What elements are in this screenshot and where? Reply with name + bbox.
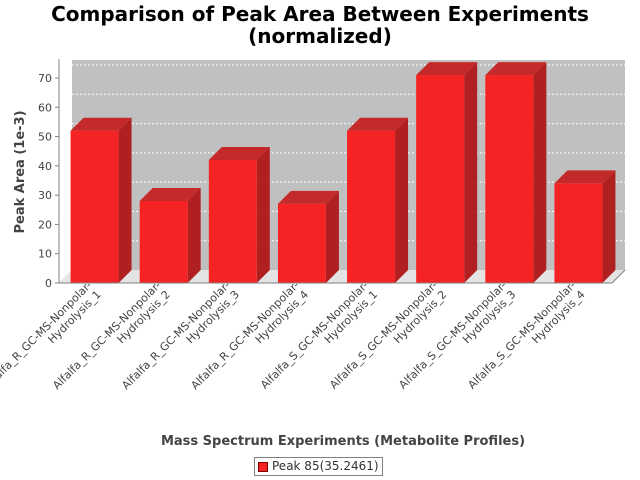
x-axis-label: Mass Spectrum Experiments (Metabolite Pr… [161, 434, 525, 449]
bar-top [485, 62, 547, 76]
chart-title-line-2: (normalized) [248, 24, 392, 48]
bar [416, 62, 478, 284]
y-tick-label: 20 [38, 218, 52, 231]
bar-side [118, 117, 132, 283]
bar [554, 170, 616, 283]
legend-label: Peak 85(35.2461) [272, 459, 379, 473]
bar [70, 117, 132, 283]
bar [347, 117, 409, 283]
bar [485, 62, 547, 284]
bar-front [554, 183, 603, 283]
x-axis-depth-line [611, 269, 626, 284]
y-tick-label: 50 [38, 131, 52, 144]
bar-top [347, 117, 409, 131]
bar-side [256, 147, 270, 283]
bar [277, 190, 339, 283]
bar-top [277, 190, 339, 204]
bar-top [554, 170, 616, 184]
bar-side [325, 190, 339, 283]
y-tick-label: 40 [38, 160, 52, 173]
bar-top [139, 188, 201, 201]
bar-side [602, 170, 616, 283]
y-tick-label: 70 [38, 72, 52, 85]
bar-side [395, 117, 409, 283]
plot-floor [59, 270, 625, 283]
chart-title-line-1: Comparison of Peak Area Between Experime… [51, 2, 589, 26]
bar-top [416, 62, 478, 76]
bar-front [485, 75, 534, 283]
bar-side [187, 188, 201, 283]
bar-top [70, 117, 132, 131]
legend-swatch [258, 461, 268, 472]
bar-front [70, 130, 119, 283]
bar-side [464, 62, 478, 284]
bar [208, 147, 270, 283]
bar-top [208, 147, 270, 160]
legend: Peak 85(35.2461) [254, 457, 383, 476]
y-tick-label: 60 [38, 101, 52, 114]
y-tick-label: 10 [38, 248, 52, 261]
y-tick-label: 0 [45, 277, 52, 290]
bar-side [533, 62, 547, 284]
y-tick-label: 30 [38, 189, 52, 202]
bar [139, 188, 201, 283]
bar-front [139, 201, 188, 283]
y-axis-label: Peak Area (1e-3) [13, 110, 28, 233]
bar-front [277, 203, 326, 283]
bar-front [416, 75, 465, 283]
bar-front [347, 130, 396, 283]
bar-front [208, 160, 257, 283]
